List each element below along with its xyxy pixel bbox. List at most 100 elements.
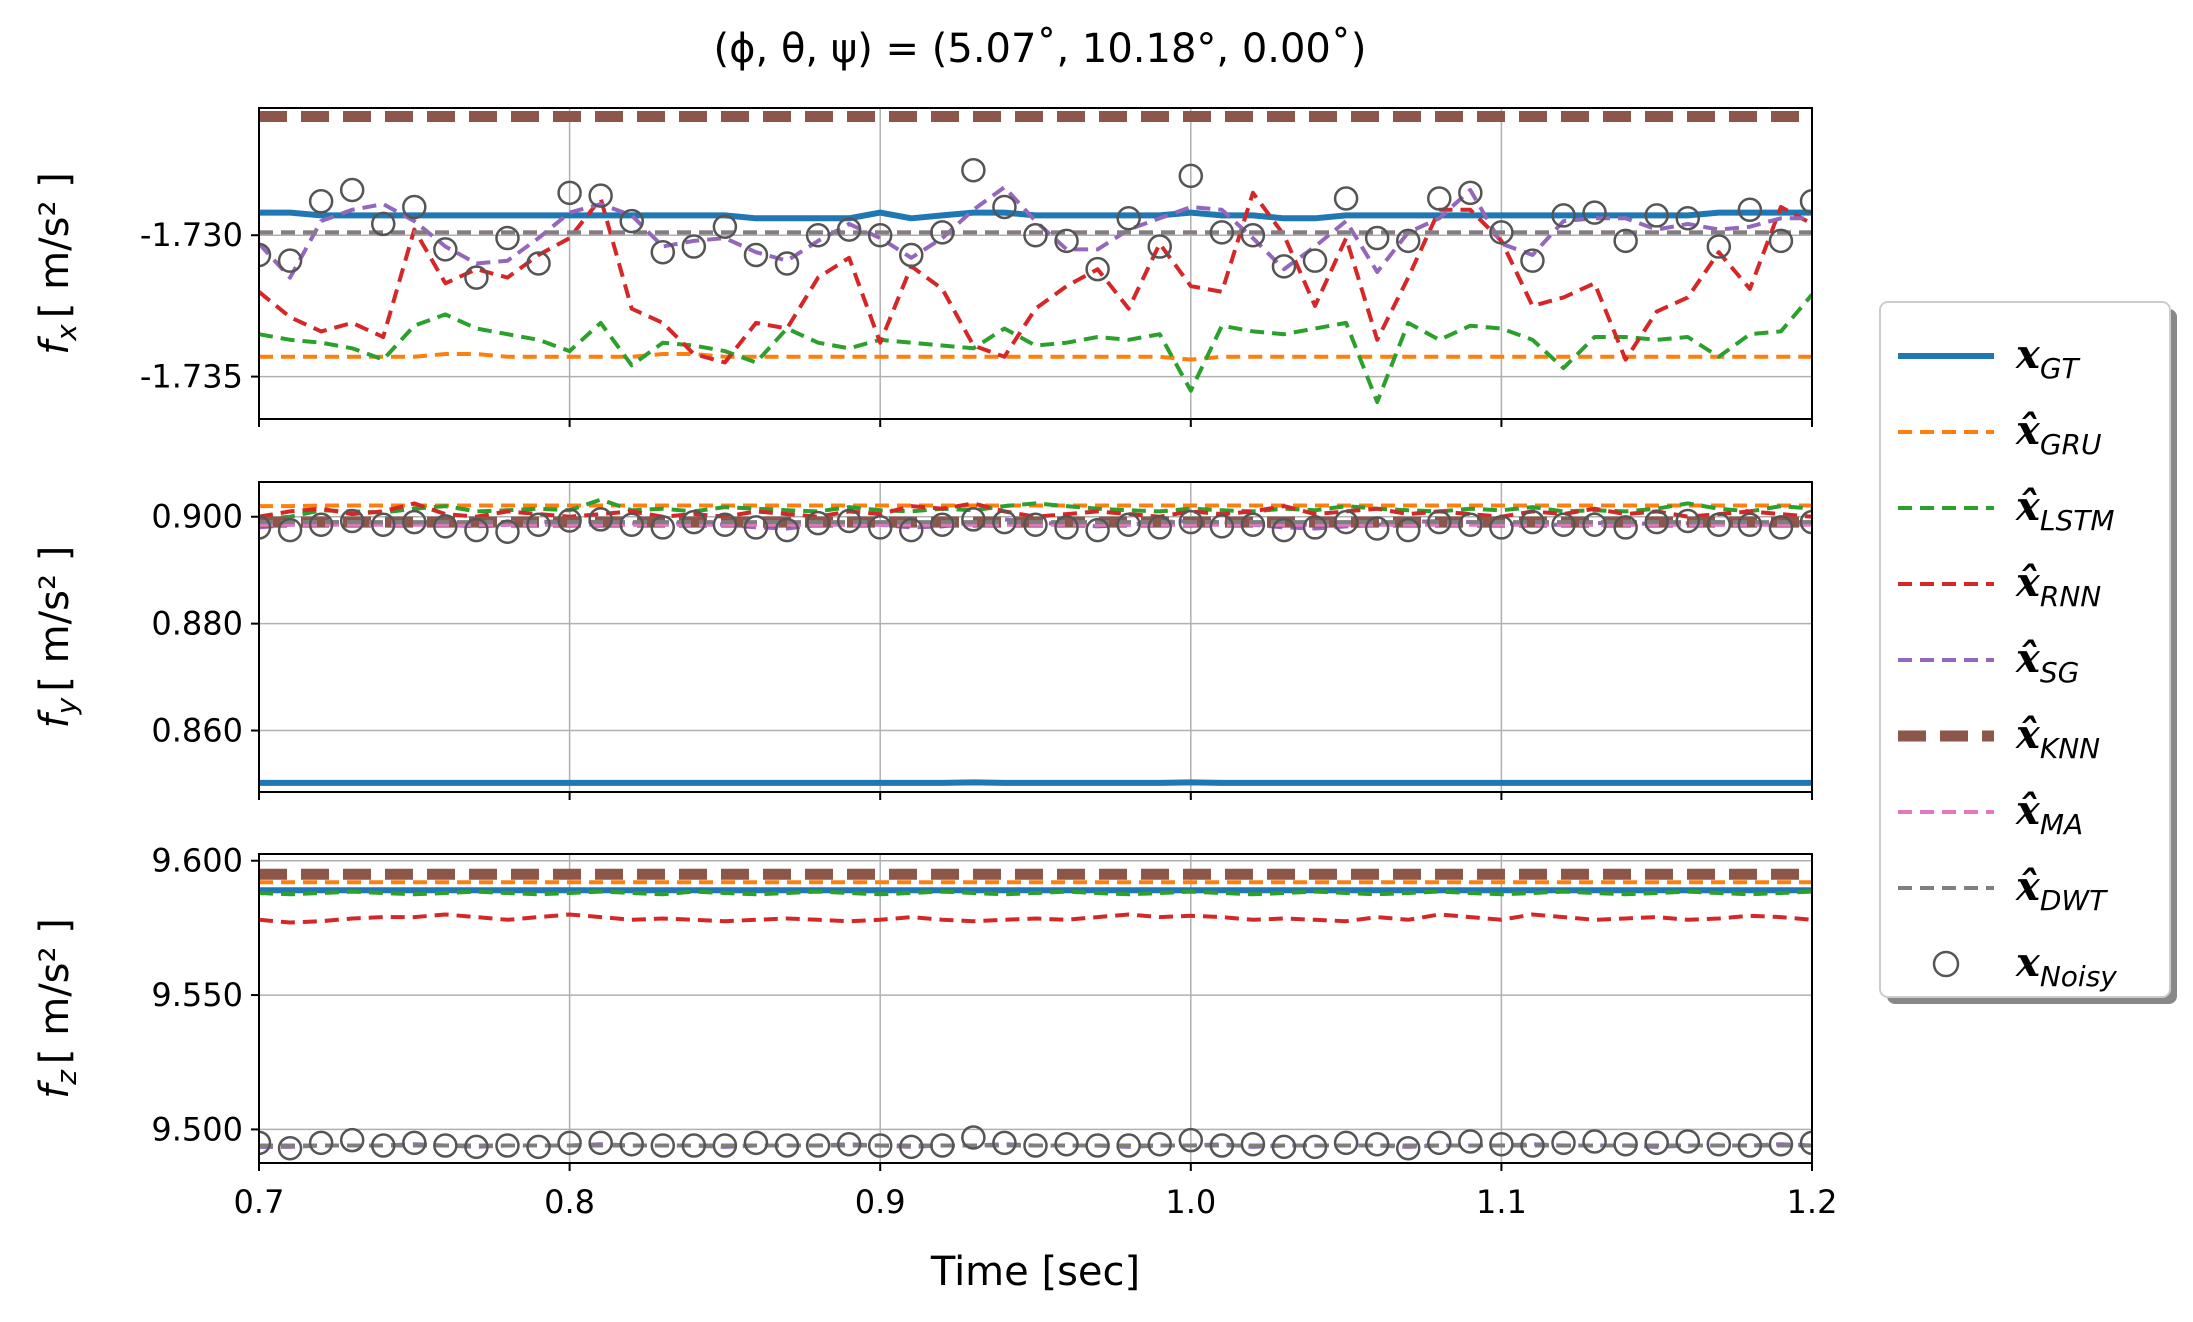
noisy-point	[743, 515, 769, 540]
x-tick-label: 0.9	[855, 1183, 906, 1221]
noisy-point	[1799, 1130, 1812, 1156]
noisy-point	[992, 194, 1017, 220]
noisy-point	[1489, 515, 1514, 540]
noisy-point	[1085, 517, 1110, 543]
series-Noisy-markers	[259, 507, 1812, 544]
x-tick-label: 0.7	[234, 1183, 285, 1221]
noisy-point	[402, 509, 427, 535]
legend: xGT x̂GRU x̂LSTM x̂RNN x̂SG x̂KNN x̂MA x̂DWT xNo…	[1879, 301, 2177, 1004]
noisy-point	[961, 1125, 986, 1150]
noisy-point	[1520, 509, 1545, 535]
noisy-point	[557, 1130, 582, 1156]
y-axis-label: fx[ m/s² ]	[32, 172, 83, 355]
noisy-point	[1582, 1129, 1607, 1154]
legend-label: xNoisy	[2015, 939, 2117, 993]
noisy-point	[588, 183, 613, 208]
noisy-point	[1023, 512, 1048, 538]
noisy-point	[588, 1130, 613, 1156]
noisy-point	[1613, 228, 1638, 254]
noisy-point	[308, 189, 334, 214]
noisy-point	[277, 1135, 303, 1161]
noisy-point	[259, 242, 272, 268]
noisy-point	[743, 242, 769, 268]
legend-label: x̂KNN	[2015, 711, 2100, 765]
legend-label: x̂GRU	[2015, 407, 2102, 461]
noisy-point	[1582, 200, 1607, 225]
legend-label: x̂SG	[2015, 635, 2079, 689]
y-tick-label: 0.880	[151, 605, 243, 643]
noisy-point	[1644, 203, 1669, 228]
noisy-point	[433, 237, 458, 262]
noisy-point	[1427, 186, 1452, 211]
noisy-point	[930, 512, 955, 538]
noisy-point	[1085, 256, 1110, 282]
noisy-point	[1364, 516, 1390, 541]
noisy-point	[1147, 1131, 1172, 1157]
noisy-point	[1364, 1131, 1390, 1157]
noisy-point	[1054, 515, 1079, 540]
axes-frame	[258, 107, 1813, 420]
legend-entry-DWT: x̂DWT	[1898, 863, 2108, 917]
noisy-point	[805, 222, 831, 248]
noisy-point	[464, 517, 489, 543]
series-GT-line	[259, 209, 1812, 222]
y-axis-label: fy[ m/s² ]	[32, 546, 83, 729]
noisy-point	[899, 1134, 924, 1160]
noisy-point	[650, 1133, 676, 1158]
legend-label: x̂LSTM	[2015, 483, 2115, 537]
noisy-point	[1427, 509, 1452, 535]
x-tick-label: 1.0	[1165, 1183, 1216, 1221]
noisy-point	[1706, 512, 1732, 538]
noisy-point	[433, 514, 458, 539]
noisy-point	[1489, 1131, 1514, 1157]
noisy-point	[774, 517, 800, 543]
noisy-point	[961, 507, 986, 532]
noisy-point	[1209, 220, 1235, 245]
noisy-point	[712, 1133, 738, 1158]
noisy-point	[1116, 206, 1141, 231]
grid	[258, 482, 1813, 792]
noisy-point	[1706, 234, 1732, 259]
noisy-point	[1209, 514, 1235, 539]
noisy-point	[1085, 1133, 1110, 1158]
y-tick-label: -1.730	[140, 216, 243, 254]
noisy-point	[370, 1133, 396, 1158]
axes-frame	[258, 853, 1813, 1164]
noisy-point	[495, 519, 520, 544]
noisy-point	[619, 512, 644, 538]
y-tick-label: 0.860	[151, 712, 243, 750]
legend-entry-GRU: x̂GRU	[1898, 407, 2102, 461]
noisy-point	[1395, 1135, 1421, 1161]
y-axis-label: fz[ m/s² ]	[32, 918, 83, 1099]
x-tick-label: 1.2	[1787, 1183, 1838, 1221]
noisy-point	[1675, 206, 1701, 231]
noisy-point	[681, 509, 707, 535]
noisy-point	[1706, 1131, 1732, 1157]
noisy-point	[339, 1127, 365, 1153]
noisy-point	[1768, 228, 1794, 254]
x-axis-label: Time [sec]	[930, 1249, 1140, 1295]
noisy-point	[899, 517, 924, 543]
y-tick-label: 9.550	[151, 976, 243, 1014]
noisy-point	[681, 1133, 707, 1158]
noisy-point	[339, 508, 365, 534]
noisy-point	[1675, 508, 1701, 534]
noisy-point	[1302, 1134, 1328, 1160]
y-tick-label: 9.600	[151, 842, 243, 880]
noisy-point	[1489, 220, 1514, 245]
legend-entry-KNN: x̂KNN	[1898, 711, 2100, 765]
noisy-point	[557, 508, 582, 533]
noisy-point	[805, 1133, 831, 1158]
noisy-point	[259, 515, 272, 540]
y-tick-label: -1.735	[140, 358, 243, 396]
noisy-point	[1768, 1131, 1794, 1157]
noisy-point	[992, 1130, 1017, 1156]
noisy-point	[1520, 1133, 1545, 1158]
noisy-point	[1271, 1134, 1297, 1160]
axes-frame	[258, 481, 1813, 793]
series-LSTM-line	[259, 497, 1812, 522]
noisy-point	[1147, 515, 1172, 540]
noisy-point	[712, 214, 738, 239]
legend-box	[1879, 301, 2171, 998]
